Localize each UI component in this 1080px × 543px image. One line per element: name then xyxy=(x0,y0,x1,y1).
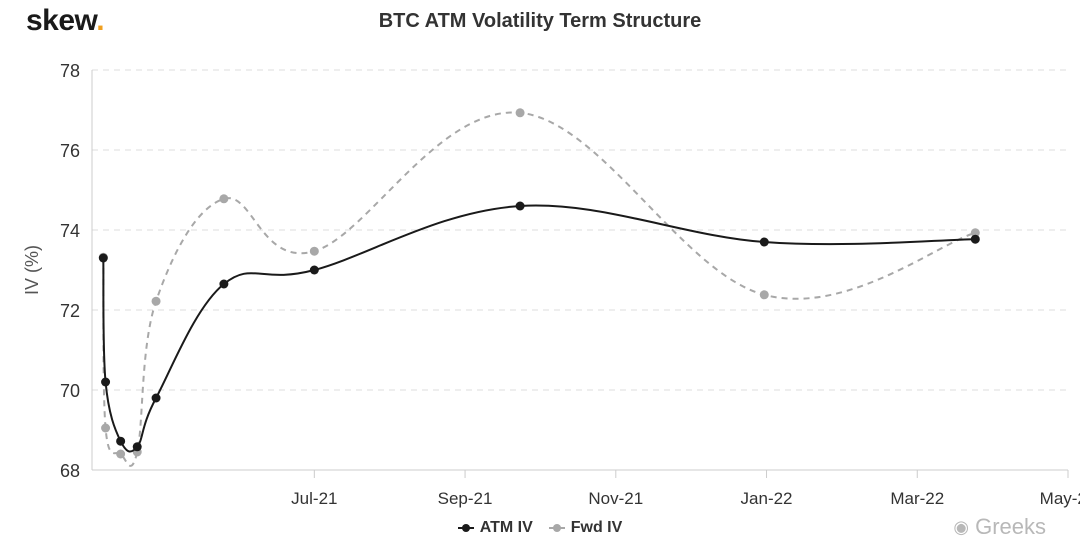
x-tick-label: Sep-21 xyxy=(438,489,493,508)
y-tick-label: 74 xyxy=(60,221,80,241)
brand-name: skew xyxy=(26,4,97,37)
skew-logo: skew. xyxy=(26,4,105,38)
y-tick-label: 70 xyxy=(60,381,80,401)
data-point-atm-iv xyxy=(309,265,319,275)
data-point-atm-iv xyxy=(116,436,126,446)
legend-marker-atm-iv xyxy=(457,524,474,532)
y-tick-label: 76 xyxy=(60,141,80,161)
legend-label-atm-iv: ATM IV xyxy=(479,519,533,536)
x-tick-label: Jan-22 xyxy=(741,489,793,508)
data-point-fwd-iv xyxy=(116,449,126,459)
data-point-atm-iv xyxy=(759,237,769,247)
wechat-icon: ◉ xyxy=(953,516,970,537)
data-point-atm-iv xyxy=(151,393,161,403)
x-tick-label: Nov-21 xyxy=(588,489,643,508)
data-point-fwd-iv xyxy=(309,246,319,256)
brand-dot: . xyxy=(96,4,105,37)
legend-marker-fwd-iv xyxy=(548,524,565,532)
legend-item-atm-iv[interactable]: ATM IV xyxy=(457,519,533,537)
data-point-atm-iv xyxy=(219,279,229,289)
legend-label-fwd-iv: Fwd IV xyxy=(570,519,623,536)
data-point-atm-iv xyxy=(515,201,525,211)
series-line-atm-iv xyxy=(102,204,976,453)
data-point-fwd-iv xyxy=(151,296,161,306)
watermark-text: Greeks xyxy=(975,514,1046,539)
data-point-fwd-iv xyxy=(219,194,229,204)
series-line-fwd-iv xyxy=(102,111,976,467)
watermark: ◉ Greeks xyxy=(953,514,1046,540)
data-point-fwd-iv xyxy=(759,290,769,300)
data-point-fwd-iv xyxy=(101,423,111,433)
y-tick-label: 78 xyxy=(60,61,80,81)
x-tick-label: Jul-21 xyxy=(291,489,337,508)
y-tick-label: 68 xyxy=(60,461,80,481)
data-point-fwd-iv xyxy=(970,228,980,238)
chart-title: BTC ATM Volatility Term Structure xyxy=(378,10,702,32)
x-tick-label: Mar-22 xyxy=(890,489,944,508)
y-tick-label: 72 xyxy=(60,301,80,321)
data-point-atm-iv xyxy=(98,253,108,263)
legend-item-fwd-iv[interactable]: Fwd IV xyxy=(548,519,623,537)
data-point-atm-iv xyxy=(970,234,980,244)
x-tick-label: May-22 xyxy=(1040,489,1080,508)
data-point-atm-iv xyxy=(101,377,111,387)
data-point-fwd-iv xyxy=(515,108,525,118)
y-axis-label: IV (%) xyxy=(22,245,42,295)
data-point-atm-iv xyxy=(132,442,142,452)
chart-legend: ATM IV Fwd IV xyxy=(0,519,1080,537)
